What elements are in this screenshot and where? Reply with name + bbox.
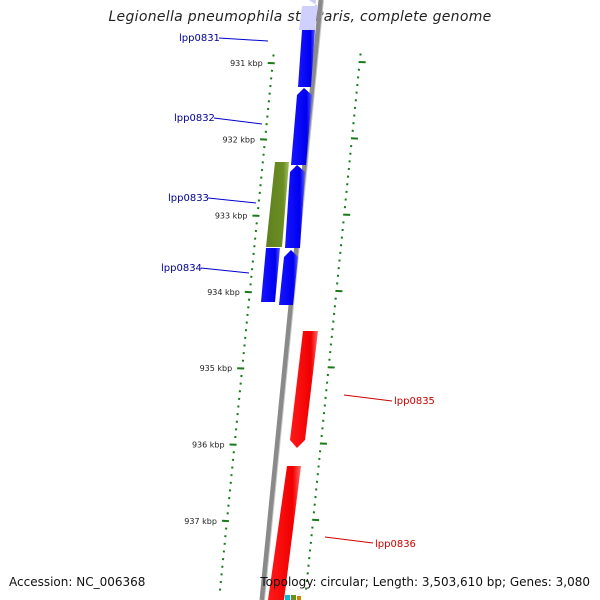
scale-tick-label: 935 kbp	[200, 364, 233, 373]
scale-tick-label: 934 kbp	[207, 288, 240, 297]
scale-tick-label: 933 kbp	[215, 212, 248, 221]
gene-label-lpp0832[interactable]: lpp0832	[174, 113, 263, 125]
scale-tick-label: 932 kbp	[222, 135, 255, 144]
svg-text:lpp0836: lpp0836	[375, 539, 416, 550]
svg-text:lpp0831: lpp0831	[179, 33, 220, 44]
gene-label-lpp0834[interactable]: lpp0834	[161, 263, 250, 274]
feature-lpp0833[interactable]	[266, 162, 289, 247]
gene-label-lpp0835[interactable]: lpp0835	[343, 394, 435, 407]
feature-lpp0835[interactable]	[290, 331, 318, 448]
accession-text: Accession: NC_006368	[9, 575, 146, 589]
scale-tick-label: 937 kbp	[184, 517, 217, 526]
genome-summary-text: Topology: circular; Length: 3,503,610 bp…	[260, 575, 590, 589]
feature-lpp0832[interactable]	[291, 88, 312, 165]
scale-tick-label: 931 kbp	[230, 59, 263, 68]
svg-text:lpp0834: lpp0834	[161, 263, 202, 274]
map-title: Legionella pneumophila str. Paris, compl…	[108, 9, 492, 25]
svg-text:lpp0832: lpp0832	[174, 113, 215, 124]
backbone-highlight	[264, 0, 324, 600]
scale-track-outer	[305, 53, 366, 590]
scale-track-inner	[218, 54, 275, 591]
gene-label-lpp0831[interactable]: lpp0831	[179, 33, 269, 44]
gene-label-lpp0836[interactable]: lpp0836	[324, 536, 416, 550]
feature-lpp0834[interactable]	[261, 248, 298, 305]
svg-text:lpp0833: lpp0833	[168, 193, 209, 204]
feature-lpp0836[interactable]	[268, 466, 301, 600]
gene-label-lpp0833[interactable]: lpp0833	[168, 193, 257, 204]
scale-tick-labels: 931 kbp 932 kbp 933 kbp 934 kbp 935 kbp 936 k…	[184, 59, 262, 526]
feature-bottom-fragments	[285, 595, 301, 600]
feature-lpp0831[interactable]	[298, 0, 318, 87]
scale-tick-label: 936 kbp	[192, 441, 225, 450]
feature-lpp0833-partner[interactable]	[285, 165, 305, 248]
svg-text:lpp0835: lpp0835	[394, 396, 435, 407]
